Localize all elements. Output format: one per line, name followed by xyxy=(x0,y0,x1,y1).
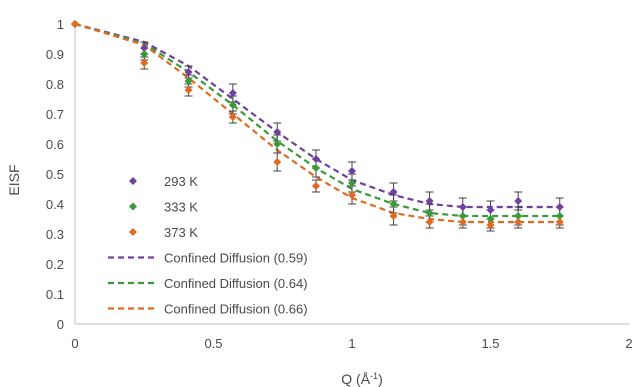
x-tick-label: 1.5 xyxy=(481,336,499,351)
data-point xyxy=(348,191,356,199)
data-point xyxy=(425,197,434,205)
data-point xyxy=(555,218,564,226)
y-tick-label: 0.7 xyxy=(46,107,64,122)
data-point xyxy=(458,218,467,226)
y-tick-label: 0.6 xyxy=(46,137,64,152)
data-point xyxy=(389,212,398,220)
legend-marker xyxy=(129,228,137,236)
tick-labels: 0 0.1 0.2 0.3 0.4 0.5 0.6 0.7 0.8 0.9 1 0 0.5 1 1.5 2 xyxy=(46,17,633,351)
y-tick-label: 1 xyxy=(57,17,64,32)
y-tick-label: 0.4 xyxy=(46,197,64,212)
data-point xyxy=(389,200,398,208)
data-point xyxy=(348,167,356,175)
data-point xyxy=(486,215,495,223)
x-tick-label: 0 xyxy=(71,336,78,351)
data-point xyxy=(458,212,467,220)
y-axis-title: EISF xyxy=(6,164,22,195)
y-tick-label: 0.5 xyxy=(46,167,64,182)
data-point xyxy=(228,113,237,121)
data-point xyxy=(348,179,356,187)
legend-marker xyxy=(129,202,137,211)
data-point xyxy=(273,140,282,148)
data-point xyxy=(140,59,149,67)
data-point xyxy=(514,218,523,226)
data-point xyxy=(311,182,320,190)
y-tick-label: 0.8 xyxy=(46,77,64,92)
legend-label: 373 K xyxy=(164,225,198,240)
y-tick-label: 0 xyxy=(57,317,64,332)
data-point xyxy=(486,206,495,214)
data-point xyxy=(514,197,523,205)
data-point xyxy=(273,128,282,136)
y-tick-label: 0.1 xyxy=(46,287,64,302)
data-point xyxy=(184,86,193,94)
data-point xyxy=(140,44,149,52)
y-tick-label: 0.2 xyxy=(46,257,64,272)
data-point xyxy=(140,50,149,58)
data-points xyxy=(71,20,564,229)
data-point xyxy=(425,209,434,217)
data-point xyxy=(71,20,79,28)
data-point xyxy=(228,89,237,97)
data-point xyxy=(273,158,282,166)
legend-label: 333 K xyxy=(164,200,198,215)
data-point xyxy=(311,164,320,172)
x-tick-label: 0.5 xyxy=(204,336,222,351)
data-point xyxy=(425,218,434,226)
x-axis-title-close: ) xyxy=(378,371,383,387)
data-point xyxy=(486,221,495,229)
x-tick-label: 2 xyxy=(625,336,632,351)
legend-label: Confined Diffusion (0.66) xyxy=(164,302,308,317)
data-point xyxy=(555,212,564,220)
data-point xyxy=(555,203,564,211)
axes xyxy=(74,24,629,325)
data-point xyxy=(311,155,320,163)
legend-label: Confined Diffusion (0.59) xyxy=(164,251,308,266)
x-axis-title: Q (Å-1) xyxy=(341,371,382,387)
x-axis-title-superscript: -1 xyxy=(370,371,378,381)
data-point xyxy=(184,68,193,76)
x-tick-label: 1 xyxy=(348,336,355,351)
data-point xyxy=(458,203,467,211)
legend-label: 293 K xyxy=(164,174,198,189)
y-tick-label: 0.9 xyxy=(46,47,64,62)
data-point xyxy=(228,101,237,109)
legend: 293 K 333 K 373 K Confined Diffusion (0.59)… xyxy=(108,174,308,317)
data-point xyxy=(514,212,523,220)
x-axis-title-main: Q (Å xyxy=(341,371,370,387)
legend-marker xyxy=(129,177,137,185)
legend-label: Confined Diffusion (0.64) xyxy=(164,276,308,291)
data-point xyxy=(184,77,193,85)
data-point xyxy=(389,188,398,196)
error-bars xyxy=(140,41,564,232)
y-tick-label: 0.3 xyxy=(46,227,64,242)
